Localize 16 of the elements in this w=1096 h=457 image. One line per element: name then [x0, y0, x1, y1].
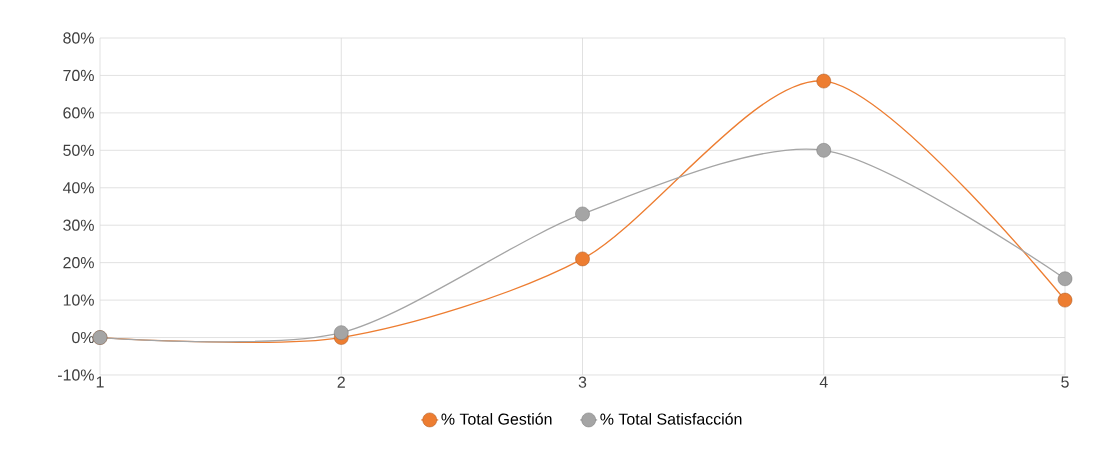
legend-label: % Total Satisfacción [600, 412, 742, 425]
legend-label: % Total Gestión [441, 412, 552, 425]
x-tick-label: 3 [578, 376, 587, 388]
x-tick-label: 4 [819, 376, 828, 388]
y-tick-label: 20% [63, 257, 94, 269]
x-tick-label: 5 [1061, 376, 1069, 388]
y-tick-label: 80% [63, 32, 94, 44]
x-tick-label: 2 [337, 376, 345, 388]
y-tick-label: 70% [63, 69, 94, 82]
y-tick-label: 50% [63, 144, 94, 156]
y-tick-label: 10% [63, 294, 94, 306]
y-tick-label: 30% [63, 219, 94, 231]
y-tick-label: 40% [62, 182, 94, 194]
x-tick-label: 1 [96, 376, 104, 388]
y-tick-label: -10% [57, 369, 94, 381]
y-tick-label: 60% [63, 107, 94, 119]
